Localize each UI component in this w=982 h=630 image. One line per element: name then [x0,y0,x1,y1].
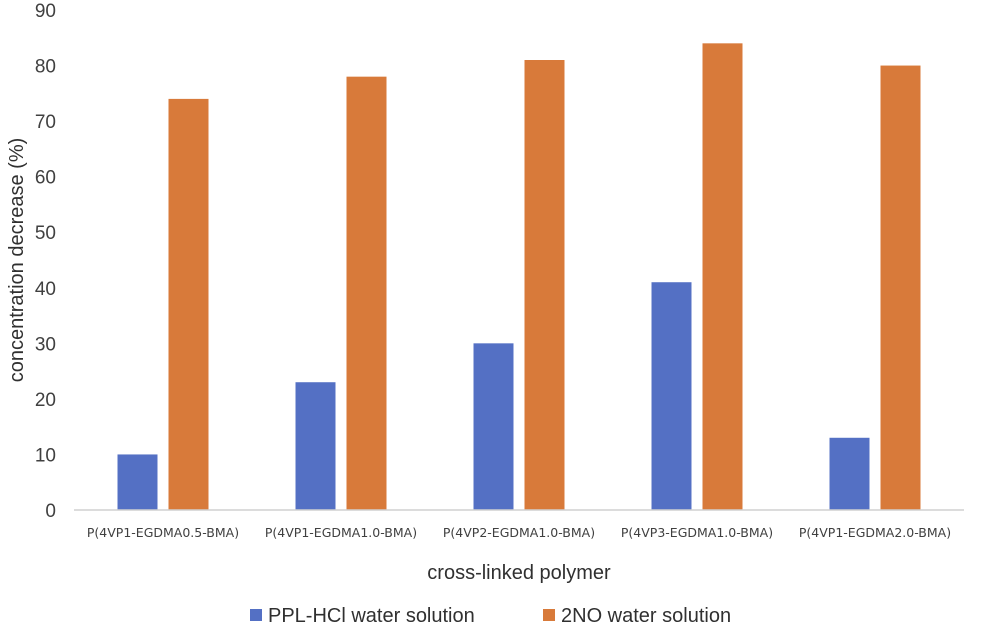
x-tick-label: P(4VP1-EGDMA0.5-BMA) [87,525,239,540]
bar-ppl-hcl-3 [473,343,514,510]
x-axis-title: cross-linked polymer [427,562,611,584]
x-tick-label: P(4VP3-EGDMA1.0-BMA) [621,525,773,540]
legend-swatch [543,609,555,621]
bar-ppl-hcl-2 [295,382,336,510]
y-axis-ticks: 0 10 20 30 40 50 60 70 80 90 [35,1,56,522]
bar-ppl-hcl-5 [829,437,870,510]
bars [117,43,921,511]
y-axis-title: concentration decrease (%) [6,138,28,383]
legend-swatch [250,609,262,621]
x-tick-label: P(4VP1-EGDMA1.0-BMA) [265,525,417,540]
y-tick-label: 60 [35,168,56,189]
y-tick-label: 30 [35,334,56,355]
x-tick-label: P(4VP2-EGDMA1.0-BMA) [443,525,595,540]
y-tick-label: 10 [35,445,56,466]
legend: PPL-HCl water solution 2NO water solution [250,605,731,627]
legend-label: PPL-HCl water solution [268,605,475,627]
bar-2no-3 [524,60,565,510]
bar-2no-5 [880,65,921,511]
bar-2no-4 [702,43,743,510]
bar-2no-1 [168,98,209,510]
y-tick-label: 0 [45,501,56,522]
y-tick-label: 70 [35,112,56,133]
legend-label: 2NO water solution [561,605,731,627]
bar-2no-2 [346,76,387,511]
x-axis-tick-labels: P(4VP1-EGDMA0.5-BMA) P(4VP1-EGDMA1.0-BMA)… [87,525,951,540]
y-tick-label: 80 [35,57,56,78]
bar-ppl-hcl-1 [117,454,158,510]
y-tick-label: 40 [35,279,56,300]
x-tick-label: P(4VP1-EGDMA2.0-BMA) [799,525,951,540]
y-tick-label: 90 [35,1,56,22]
y-tick-label: 50 [35,223,56,244]
y-tick-label: 20 [35,390,56,411]
bar-ppl-hcl-4 [651,282,692,510]
